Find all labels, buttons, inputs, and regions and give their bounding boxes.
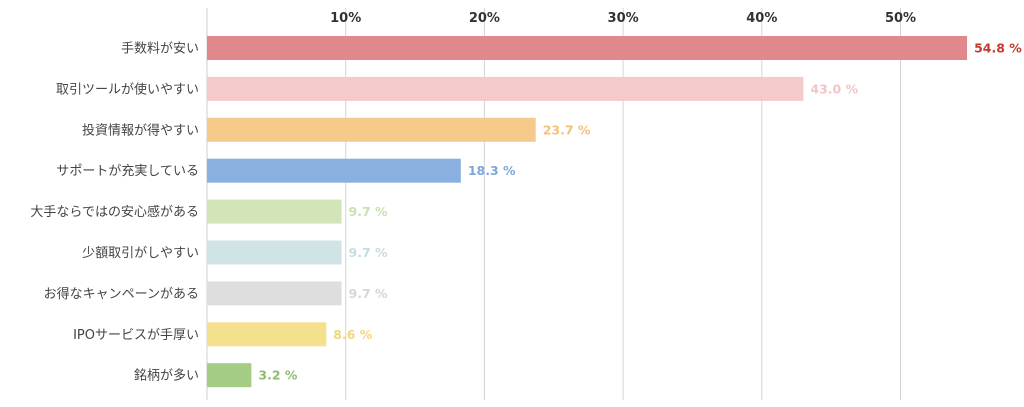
- value-label: 54.8 %: [974, 41, 1022, 56]
- value-label: 9.7 %: [349, 204, 388, 219]
- value-label: 8.6 %: [333, 327, 372, 342]
- bar: [207, 281, 342, 306]
- value-label: 9.7 %: [349, 245, 388, 260]
- x-tick-label: 10%: [330, 11, 361, 26]
- value-label: 3.2 %: [258, 368, 297, 383]
- bar: [207, 76, 804, 101]
- value-label: 23.7 %: [543, 122, 591, 137]
- x-tick-label: 20%: [469, 11, 500, 26]
- category-label: 少額取引がしやすい: [82, 246, 199, 261]
- category-label: お得なキャンペーンがある: [44, 286, 199, 302]
- category-label: 手数料が安い: [121, 42, 199, 57]
- bar: [207, 199, 342, 224]
- x-tick-label: 50%: [885, 11, 916, 26]
- label-layer: 10% 20% 30% 40% 50% 手数料が安い 54.8 % 取引ツールが使いやすい 43…: [30, 11, 1022, 384]
- category-label: 大手ならではの安心感がある: [30, 204, 199, 220]
- x-tick-label: 30%: [608, 11, 639, 26]
- bar-layer: [207, 36, 968, 388]
- value-label: 43.0 %: [810, 81, 858, 96]
- value-label: 9.7 %: [349, 286, 388, 301]
- bar: [207, 240, 342, 265]
- category-label: サポートが充実している: [56, 163, 199, 179]
- bar: [207, 322, 327, 347]
- x-tick-label: 40%: [746, 11, 777, 26]
- category-label: 銘柄が多い: [134, 368, 199, 384]
- bar: [207, 117, 536, 142]
- value-label: 18.3 %: [468, 163, 516, 178]
- bar: [207, 36, 968, 60]
- category-label: 投資情報が得やすい: [82, 122, 199, 138]
- category-label: IPOサービスが手厚い: [73, 328, 199, 343]
- category-label: 取引ツールが使いやすい: [56, 81, 199, 97]
- bar: [207, 363, 252, 388]
- bar: [207, 158, 461, 183]
